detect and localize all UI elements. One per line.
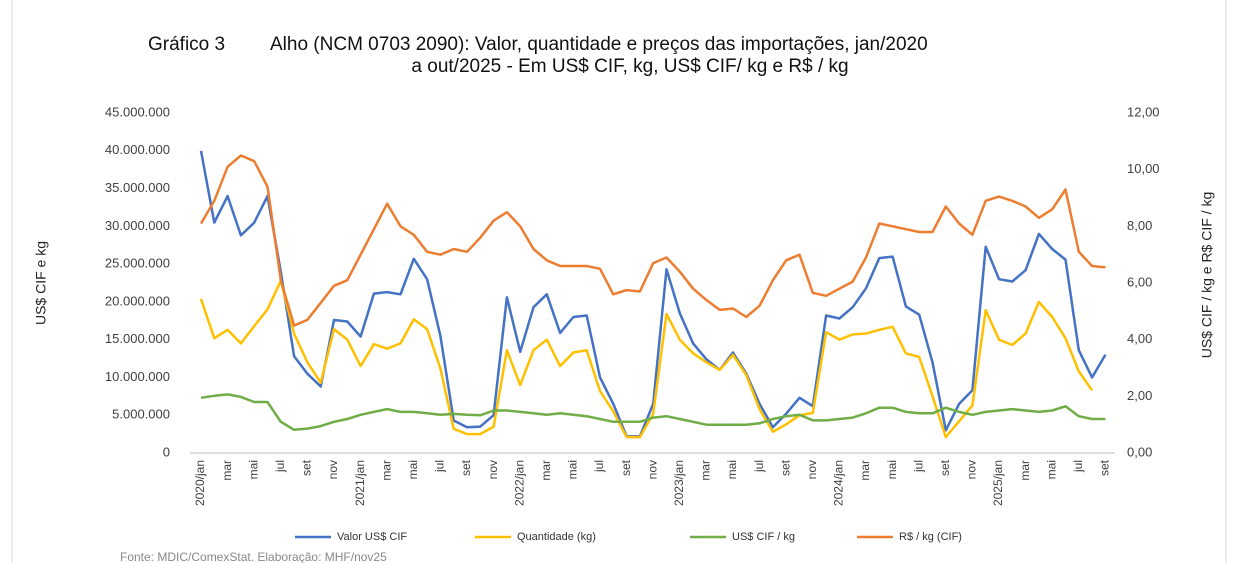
- y2-tick-label: 4,00: [1127, 331, 1152, 346]
- x-tick-label: jul: [911, 460, 925, 473]
- y-tick-label: 45.000.000: [105, 104, 170, 119]
- y2-tick-label: 8,00: [1127, 218, 1152, 233]
- series-line: [199, 150, 1107, 438]
- x-tick-label: set: [938, 459, 952, 476]
- x-tick-label: set: [778, 459, 792, 476]
- y-axis-label: US$ CIF e kg: [33, 241, 49, 325]
- y2-tick-label: 0,00: [1127, 444, 1152, 459]
- x-tick-label: jul: [752, 460, 766, 473]
- x-tick-label: nov: [486, 460, 500, 479]
- x-tick-label: 2023/jan: [672, 460, 686, 506]
- x-tick-label: set: [300, 459, 314, 476]
- x-tick-label: jul: [1071, 460, 1085, 473]
- series-line: [199, 154, 1106, 327]
- legend-label: R$ / kg (CIF): [899, 531, 962, 543]
- y-tick-label: 0: [163, 444, 170, 459]
- x-tick-label: mai: [566, 460, 580, 479]
- y-tick-label: 10.000.000: [105, 369, 170, 384]
- x-tick-label: mar: [858, 460, 872, 481]
- x-tick-label: nov: [965, 460, 979, 479]
- y-tick-label: 15.000.000: [105, 331, 170, 346]
- source: Fonte: MDIC/ComexStat. Elaboração: MHF/n…: [120, 550, 387, 563]
- y2-tick-label: 10,00: [1127, 161, 1160, 176]
- legend-label: Quantidade (kg): [517, 531, 596, 543]
- x-tick-label: 2022/jan: [512, 460, 526, 506]
- y-tick-label: 30.000.000: [105, 218, 170, 233]
- y2-axis-label: US$ CIF / kg e R$ CIF / kg: [1199, 192, 1215, 359]
- x-tick-label: jul: [273, 460, 287, 473]
- x-tick-label: mar: [1018, 460, 1032, 481]
- x-tick-label: mai: [725, 460, 739, 479]
- y-tick-label: 5.000.000: [112, 407, 170, 422]
- series-line: [199, 279, 1094, 439]
- legend-label: US$ CIF / kg: [732, 531, 795, 543]
- x-tick-label: nov: [805, 460, 819, 479]
- y2-tick-label: 12,00: [1127, 104, 1160, 119]
- legend-label: Valor US$ CIF: [337, 531, 407, 543]
- x-tick-label: 2021/jan: [353, 460, 367, 506]
- x-tick-label: 2025/jan: [991, 460, 1005, 506]
- x-tick-label: nov: [326, 460, 340, 479]
- x-tick-label: 2020/jan: [193, 460, 207, 506]
- chart-title: a out/2025 - Em US$ CIF, kg, US$ CIF/ kg…: [411, 56, 848, 77]
- y2-tick-label: 2,00: [1127, 388, 1152, 403]
- x-tick-label: nov: [645, 460, 659, 479]
- x-tick-label: mai: [1044, 460, 1058, 479]
- y-tick-label: 40.000.000: [105, 142, 170, 157]
- y2-tick-label: 6,00: [1127, 274, 1152, 289]
- x-tick-label: mai: [885, 460, 899, 479]
- x-tick-label: jul: [433, 460, 447, 473]
- x-tick-label: 2024/jan: [832, 460, 846, 506]
- chart-title: Gráfico 3: [148, 34, 225, 55]
- x-tick-label: mai: [406, 460, 420, 479]
- y-tick-label: 35.000.000: [105, 180, 170, 195]
- x-tick-label: mai: [246, 460, 260, 479]
- y-tick-label: 25.000.000: [105, 256, 170, 271]
- y-tick-label: 20.000.000: [105, 293, 170, 308]
- x-tick-label: mar: [220, 460, 234, 481]
- x-tick-label: mar: [539, 460, 553, 481]
- chart-title: Alho (NCM 0703 2090): Valor, quantidade …: [270, 34, 928, 55]
- x-tick-label: set: [619, 459, 633, 476]
- x-tick-label: jul: [592, 460, 606, 473]
- x-tick-label: mar: [379, 460, 393, 481]
- x-tick-label: mar: [699, 460, 713, 481]
- x-tick-label: set: [459, 459, 473, 476]
- series-line: [200, 393, 1106, 432]
- x-tick-label: set: [1098, 459, 1112, 476]
